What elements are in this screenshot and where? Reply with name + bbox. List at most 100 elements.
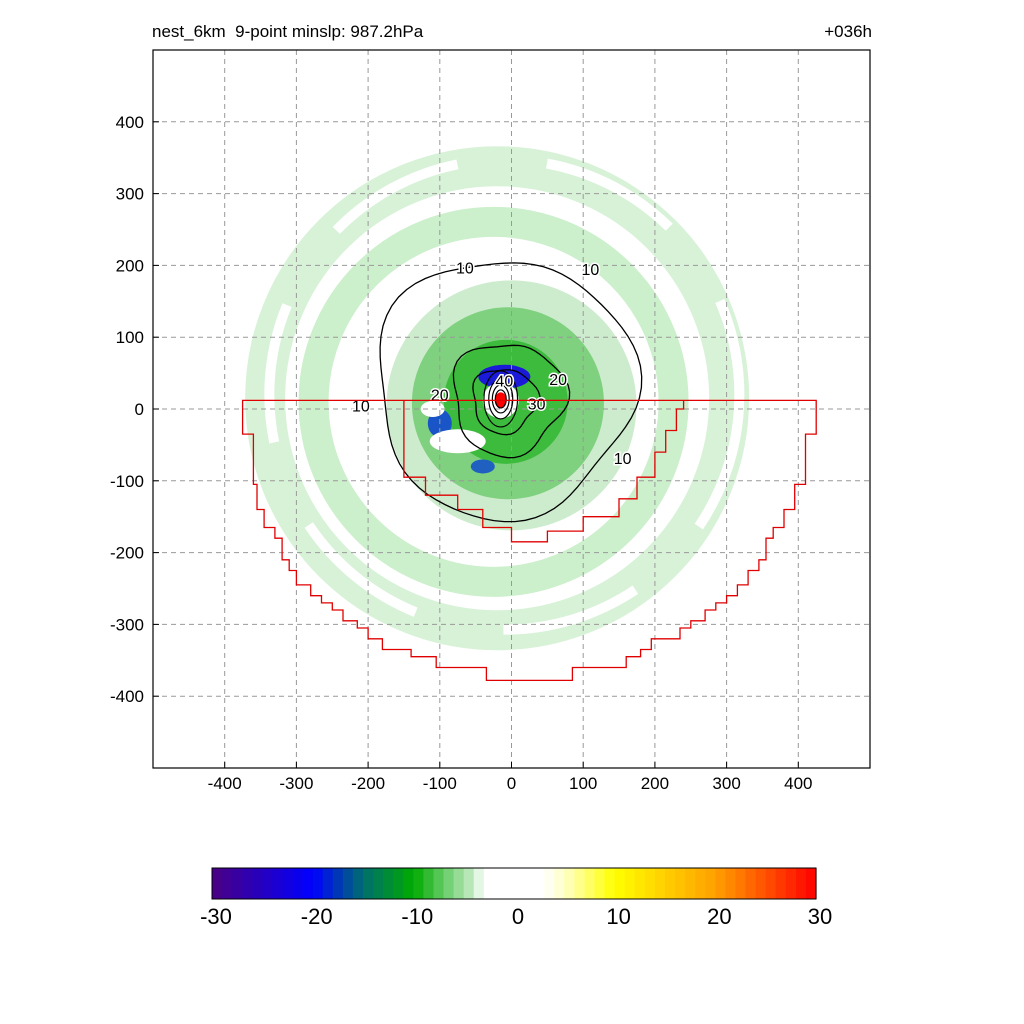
colorbar-cell [735, 868, 747, 899]
blue-patch-south [470, 459, 495, 474]
colorbar-cell [342, 868, 354, 899]
colorbar-cell [393, 868, 404, 899]
colorbar-cell [514, 868, 525, 899]
colorbar-cell [644, 868, 656, 899]
colorbar-tick-label: -30 [200, 904, 232, 929]
colorbar-cell [534, 868, 545, 899]
middle-rainband [298, 206, 689, 597]
colorbar-cell [302, 868, 314, 899]
colorbar-cell [252, 868, 263, 899]
grid-lines [153, 50, 870, 768]
colorbar-cell [624, 868, 636, 899]
colorbar [211, 867, 817, 900]
colorbar-cell [685, 868, 696, 899]
contour-inner [488, 378, 514, 420]
colorbar-tick-label: 20 [707, 904, 732, 929]
colorbar-tick-label: 30 [807, 904, 833, 929]
contour-label: 40 [495, 373, 513, 390]
y-tick-label: 300 [116, 185, 144, 204]
colorbar-cell [564, 868, 575, 899]
chart-title: nest_6km 9-point minslp: 987.2hPa [152, 22, 424, 41]
colorbar-cell [433, 868, 445, 899]
contour-label: 10 [352, 398, 370, 415]
colorbar-cell [363, 868, 374, 899]
axis-ticks: -400 -300 -200 -100 0 100 200 300 40040030020010… [110, 113, 813, 793]
colorbar-cell [212, 868, 223, 899]
y-tick-label: -200 [110, 544, 144, 563]
region-outline [241, 399, 817, 682]
y-tick-label: 200 [116, 256, 144, 275]
colorbar-cell [765, 868, 777, 899]
colorbar-cell [383, 868, 394, 899]
colorbar-cell [282, 868, 294, 899]
colorbar-frame [211, 867, 817, 900]
colorbar-cell [705, 868, 716, 899]
colorbar-cell [443, 868, 455, 899]
region-inner-outline [403, 400, 685, 543]
contour-label: 20 [549, 372, 567, 389]
colorbar-cell [463, 868, 475, 899]
colorbar-cell [715, 868, 726, 899]
y-tick-label: -300 [110, 615, 144, 634]
colorbar-cell [695, 868, 706, 899]
colorbar-cell [654, 868, 666, 899]
analysis-region-outline [241, 399, 817, 682]
colorbar-cell [584, 868, 596, 899]
colorbar-cell [332, 868, 344, 899]
colorbar-cell [805, 868, 817, 899]
colorbar-cell [473, 868, 485, 899]
colorbar-cell [745, 868, 757, 899]
y-tick-label: 0 [135, 400, 144, 419]
contour-10 [379, 262, 643, 523]
y-tick-label: 100 [116, 328, 144, 347]
colorbar-cell [262, 868, 273, 899]
contour-inner [494, 389, 507, 409]
x-tick-label: -200 [351, 774, 385, 793]
colorbar-cell [614, 868, 626, 899]
colorbar-cell [312, 868, 324, 899]
y-tick-label: 400 [116, 113, 144, 132]
colorbar-tick-label: 0 [511, 904, 525, 929]
colorbar-cell [785, 868, 797, 899]
x-tick-label: -100 [423, 774, 457, 793]
colorbar-cell [574, 868, 586, 899]
colorbar-cell [493, 868, 505, 899]
colorbar-cell [232, 868, 243, 899]
colorbar-cell [503, 868, 515, 899]
rainband-gap [264, 154, 745, 635]
colorbar-tick-label: -20 [300, 904, 333, 929]
colorbar-cell [453, 868, 465, 899]
colorbar-cell [222, 868, 233, 899]
colorbar-cell [413, 868, 424, 899]
colorbar-cell [292, 868, 304, 899]
colorbar-cell [665, 868, 676, 899]
colorbar-cell [775, 868, 787, 899]
y-tick-label: -400 [110, 687, 144, 706]
colorbar-cell [795, 868, 807, 899]
contour-label: 10 [581, 262, 599, 279]
contour-label: 20 [431, 388, 449, 405]
colorbar-cell [554, 868, 565, 899]
colorbar-cell [675, 868, 686, 899]
contour-label: 10 [456, 261, 474, 278]
tangential-wind-shading [245, 146, 750, 651]
x-tick-label: -300 [279, 774, 313, 793]
y-tick-label: -100 [110, 472, 144, 491]
x-tick-label: 200 [641, 774, 669, 793]
colorbar-cell [322, 868, 334, 899]
colorbar-cell [373, 868, 384, 899]
contour-label: 10 [614, 451, 632, 468]
colorbar-cell [483, 868, 495, 899]
colorbar-cell [725, 868, 737, 899]
white-patch [429, 429, 486, 454]
colorbar-cell [272, 868, 284, 899]
contour-inner [491, 384, 510, 414]
colorbar-cell [594, 868, 606, 899]
colorbar-cell [604, 868, 616, 899]
contour-label: 30 [528, 396, 546, 413]
x-tick-label: 0 [507, 774, 516, 793]
x-tick-label: -400 [208, 774, 242, 793]
colorbar-cell [242, 868, 253, 899]
